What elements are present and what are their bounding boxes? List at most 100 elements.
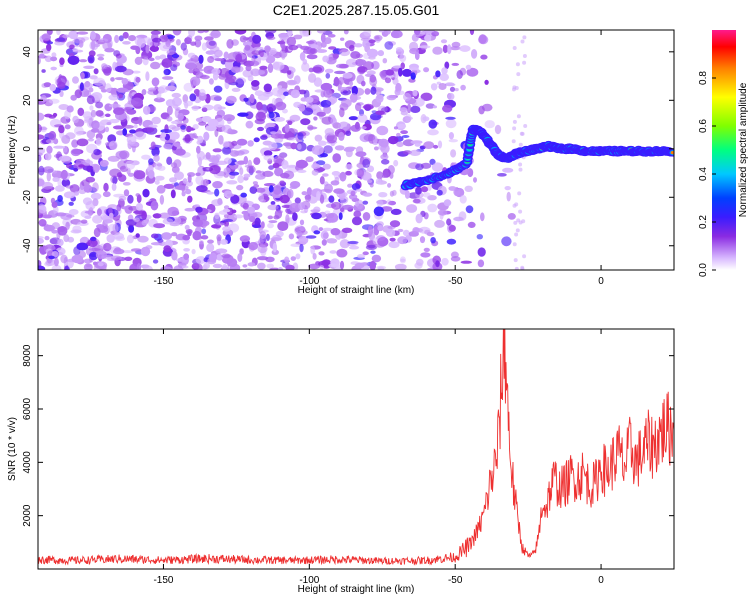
spectrogram-noise-cell <box>393 159 399 167</box>
spectrogram-noise-cell <box>174 171 184 181</box>
spectrogram-noise-cell <box>279 194 290 204</box>
spectrogram-noise-cell <box>128 35 137 42</box>
spectrogram-noise-cell <box>522 54 527 58</box>
spectrogram-noise-cell <box>85 201 96 211</box>
spectrogram-noise-cell <box>268 220 278 224</box>
spectrogram-noise-cell <box>157 238 164 243</box>
spectrogram-noise-cell <box>260 221 265 229</box>
spectrogram-noise-cell <box>208 40 216 46</box>
spectrogram-noise-cell <box>347 183 353 188</box>
spectrogram-noise-cell <box>277 221 289 232</box>
spectrogram-noise-cell <box>319 265 325 270</box>
spectrogram-noise-cell <box>312 253 317 260</box>
spectrogram-noise-cell <box>465 64 472 70</box>
spectrogram-noise-cell <box>339 260 345 270</box>
spectrogram-noise-cell <box>42 214 53 219</box>
spectrogram-noise-cell <box>103 242 112 252</box>
spectrogram-noise-cell <box>78 164 85 168</box>
spectrogram-noise-cell <box>197 30 205 34</box>
spectrogram-noise-cell <box>105 113 111 118</box>
spectrogram-noise-cell <box>338 212 343 221</box>
spectrogram-noise-cell <box>91 40 96 50</box>
spectrogram-noise-cell <box>446 238 457 245</box>
spectrogram-noise-cell <box>272 234 282 242</box>
spectrogram-noise-cell <box>319 153 328 158</box>
y-tick-label: -40 <box>22 238 33 253</box>
spectrogram-noise-cell <box>209 165 221 175</box>
spectrogram-noise-cell <box>345 163 353 170</box>
spectrogram-noise-cell <box>253 157 261 166</box>
spectrogram-noise-cell <box>316 49 328 53</box>
spectrogram-noise-cell <box>249 186 258 194</box>
spectrogram-noise-cell <box>374 36 380 40</box>
spectrogram-noise-cell <box>243 173 251 178</box>
spectrogram-noise-cell <box>381 159 390 165</box>
spectrogram-noise-cell <box>85 176 96 183</box>
spectrogram-noise-cell <box>54 257 59 267</box>
spectrogram-noise-cell <box>275 101 287 111</box>
spectrogram-noise-cell <box>281 159 289 170</box>
spectrogram-noise-cell <box>286 36 297 47</box>
spectrogram-noise-cell <box>96 208 102 217</box>
spectrogram-noise-cell <box>267 222 274 229</box>
spectrogram-noise-cell <box>364 88 371 95</box>
spectrogram-noise-cell <box>184 224 190 231</box>
spectrogram-noise-cell <box>268 111 275 119</box>
spectrogram-noise-cell <box>116 87 129 93</box>
spectrogram-noise-cell <box>408 67 419 71</box>
spectrogram-noise-cell <box>54 41 65 46</box>
spectrogram-noise-cell <box>362 200 369 205</box>
spectrogram-noise-cell <box>102 41 112 50</box>
spectrogram-noise-cell <box>377 50 384 57</box>
spectrogram-noise-cell <box>143 105 151 115</box>
spectrogram-noise-cell <box>68 201 74 206</box>
spectrogram-noise-cell <box>165 85 177 91</box>
spectrogram-noise-cell <box>456 70 463 79</box>
colorbar-gradient <box>712 30 736 270</box>
spectrogram-noise-cell <box>405 114 412 122</box>
chart-title: C2E1.2025.287.15.05.G01 <box>273 2 440 18</box>
spectrogram-noise-cell <box>83 263 93 270</box>
spectrogram-noise-cell <box>51 229 58 234</box>
spectrogram-noise-cell <box>512 119 517 124</box>
spectrogram-noise-cell <box>103 219 113 224</box>
spectrogram-noise-cell <box>385 74 395 78</box>
spectrogram-noise-cell <box>70 94 77 101</box>
spectrogram-noise-cell <box>260 199 266 203</box>
spectrogram-noise-cell <box>127 194 134 204</box>
spectrogram-noise-cell <box>226 193 235 197</box>
spectrogram-noise-cell <box>224 220 229 228</box>
spectrogram-noise-cell <box>247 140 254 147</box>
spectrogram-noise-cell <box>237 253 243 262</box>
spectrogram-noise-cell <box>150 30 161 35</box>
spectrogram-noise-cell <box>279 180 285 184</box>
spectrogram-noise-cell <box>206 191 215 195</box>
spectrogram-noise-cell <box>333 76 340 87</box>
x-tick-label: -50 <box>448 575 463 586</box>
spectrogram-noise-cell <box>460 260 472 264</box>
spectrogram-noise-cell <box>371 254 382 263</box>
spectrogram-noise-cell <box>330 228 341 236</box>
spectrogram-noise-cell <box>306 187 312 197</box>
spectrogram-noise-cell <box>222 264 228 270</box>
spectrogram-noise-cell <box>366 165 375 173</box>
spectrogram-noise-cell <box>50 56 58 62</box>
spectrogram-noise-cell <box>518 162 523 167</box>
spectrogram-noise-cell <box>299 52 306 61</box>
snr-axes: -150 -100 -50 0 2000 4000 6000 8000 <box>22 329 674 586</box>
spectrogram-noise-cell <box>244 44 251 51</box>
spectrogram-noise-cell <box>151 77 160 87</box>
spectrogram-noise-cell <box>93 68 99 75</box>
spectrogram-noise-cell <box>68 209 79 215</box>
spectrogram-noise-cell <box>182 178 188 184</box>
spectrogram-noise-cell <box>99 159 109 167</box>
x-tick-label: -50 <box>448 276 463 287</box>
spectrogram-noise-cell <box>194 135 199 139</box>
spectrogram-noise-cell <box>192 219 204 227</box>
spectrogram-noise-cell <box>342 72 353 79</box>
spectrogram-noise-cell <box>211 199 223 207</box>
spectrogram-noise-cell <box>46 43 52 52</box>
spectrogram-noise-cell <box>215 248 228 254</box>
spectrogram-noise-cell <box>147 89 160 96</box>
spectrogram-noise-cell <box>313 116 318 121</box>
